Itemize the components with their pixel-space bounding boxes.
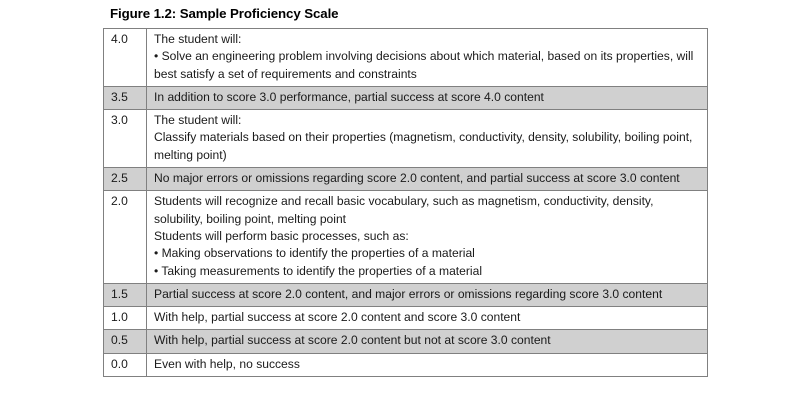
table-row: 3.0 The student will: Classify materials b… [103, 109, 708, 169]
score-cell: 2.0 [103, 190, 147, 284]
description-line: Classify materials based on their proper… [154, 130, 693, 162]
proficiency-scale-table: 4.0 The student will: • Solve an engineeri… [103, 28, 708, 378]
table-row: 2.5 No major errors or omissions regardin… [103, 167, 708, 192]
page-title: Figure 1.2: Sample Proficiency Scale [110, 6, 339, 21]
description-cell: With help, partial success at score 2.0 … [146, 329, 708, 354]
description-line: • Taking measurements to identify the pr… [154, 263, 483, 278]
score-cell: 2.5 [103, 167, 147, 192]
score-cell: 4.0 [103, 28, 147, 87]
score-cell: 1.5 [103, 282, 147, 308]
table-row: 1.0 With help, partial success at score 2… [103, 306, 708, 331]
description-cell: No major errors or omissions regarding s… [146, 167, 708, 192]
description-line: No major errors or omissions regarding s… [154, 171, 680, 186]
description-line: The student will: [154, 113, 242, 128]
description-cell: With help, partial success at score 2.0 … [146, 306, 708, 331]
table-row: 2.0 Students will recognize and recall ba… [103, 190, 708, 284]
description-line: • Making observations to identify the pr… [154, 246, 475, 261]
score-cell: 1.0 [103, 306, 147, 331]
description-cell: Partial success at score 2.0 content, an… [146, 282, 708, 308]
description-cell: The student will: • Solve an engineering … [146, 28, 708, 87]
table-row: 1.5 Partial success at score 2.0 content,… [103, 282, 708, 308]
table-row: 0.0 Even with help, no success [103, 352, 708, 378]
description-cell: The student will: Classify materials base… [146, 109, 708, 169]
table-row: 3.5 In addition to score 3.0 performance,… [103, 85, 708, 111]
score-cell: 3.0 [103, 109, 147, 169]
description-cell: Students will recognize and recall basic… [146, 190, 708, 284]
score-cell: 0.0 [103, 352, 147, 378]
description-line: Partial success at score 2.0 content, an… [154, 286, 663, 301]
score-cell: 3.5 [103, 85, 147, 111]
description-line: Even with help, no success [154, 356, 300, 371]
description-line: Students will perform basic processes, s… [154, 228, 409, 243]
description-line: In addition to score 3.0 performance, pa… [154, 89, 544, 104]
description-cell: Even with help, no success [146, 352, 708, 378]
score-cell: 0.5 [103, 329, 147, 354]
description-line: The student will: [154, 32, 242, 46]
table-body: 4.0 The student will: • Solve an engineeri… [103, 28, 708, 378]
description-line: With help, partial success at score 2.0 … [154, 310, 521, 325]
description-line: With help, partial success at score 2.0 … [154, 333, 551, 348]
table-row: 4.0 The student will: • Solve an engineeri… [103, 28, 708, 87]
description-cell: In addition to score 3.0 performance, pa… [146, 85, 708, 111]
description-line: • Solve an engineering problem involving… [154, 49, 694, 81]
description-line: Students will recognize and recall basic… [154, 194, 654, 226]
table-row: 0.5 With help, partial success at score 2… [103, 329, 708, 354]
